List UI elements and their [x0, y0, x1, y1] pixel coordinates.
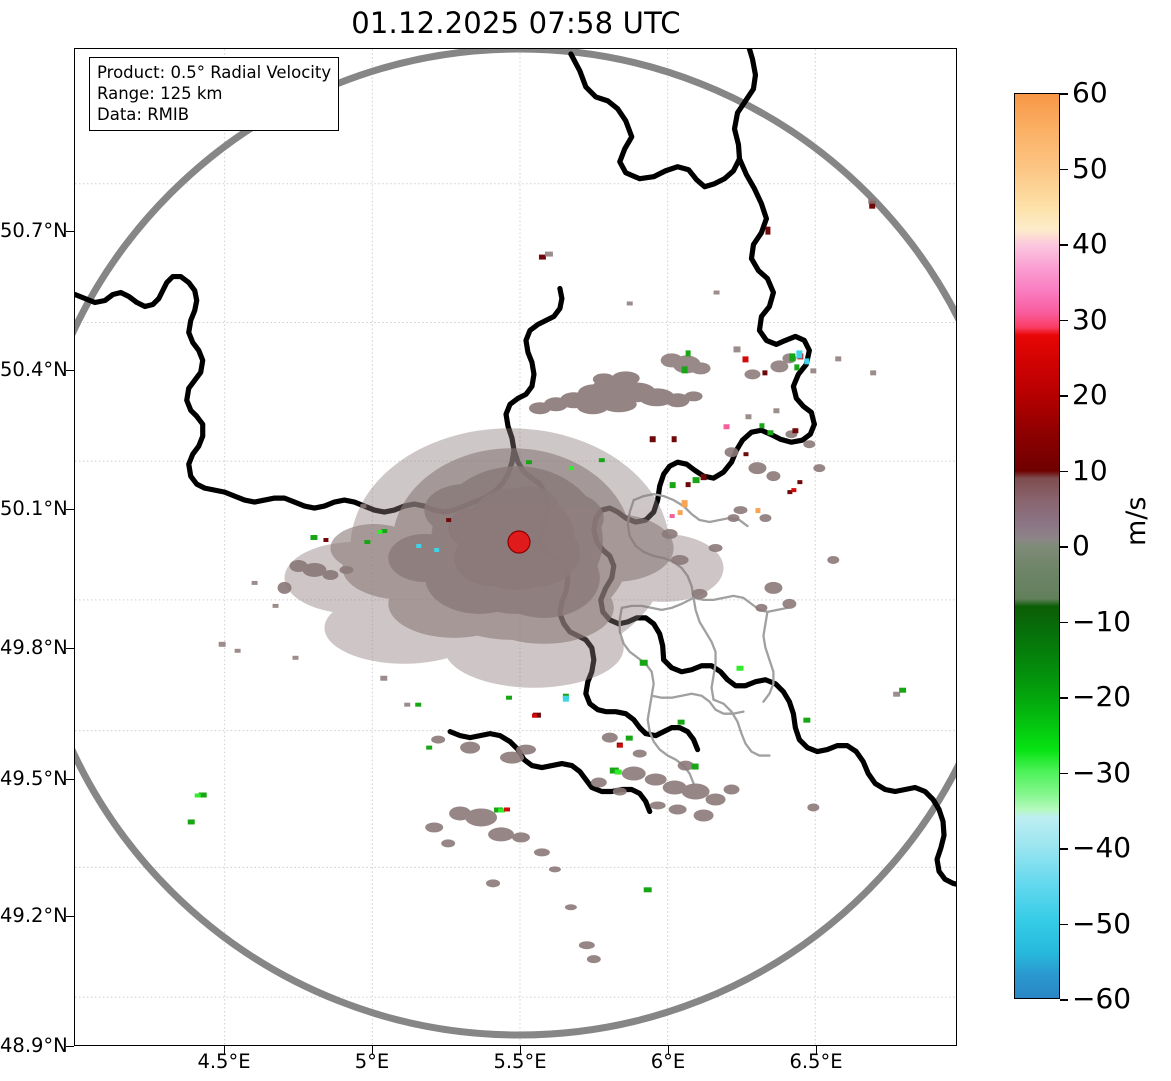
cbar-label-50: 50 — [1072, 151, 1108, 185]
xtick-mark — [372, 1046, 374, 1054]
info-range: Range: 125 km — [97, 84, 223, 103]
cbar-label-m40: −40 — [1072, 831, 1132, 864]
cbar-label-m10: −10 — [1072, 604, 1132, 638]
cbar-label-10: 10 — [1072, 453, 1108, 487]
cbar-label-40: 40 — [1072, 227, 1108, 260]
cbar-tick-mark — [1060, 244, 1068, 246]
radar-echo-layer — [187, 198, 907, 964]
ytick-label-48-9: 48.9°N — [0, 1034, 68, 1057]
cbar-tick-mark — [1060, 772, 1068, 775]
cbar-tick-mark — [1060, 923, 1068, 926]
ytick-mark — [66, 779, 74, 781]
info-data: Data: RMIB — [97, 105, 190, 124]
cbar-tick-mark — [1060, 697, 1068, 699]
xtick-label-6-5e: 6.5°E — [789, 1050, 843, 1073]
ytick-label-49-5: 49.5°N — [0, 767, 68, 790]
cbar-tick-mark — [1060, 93, 1068, 95]
xtick-label-6e: 6°E — [650, 1050, 686, 1073]
colorbar[interactable]: 60 50 40 30 20 10 0 −10 −20 −30 −40 −50 … — [1014, 79, 1131, 1013]
colorbar-gradient — [1014, 93, 1060, 999]
cbar-tick-mark — [1060, 395, 1068, 397]
info-product: Product: 0.5° Radial Velocity — [97, 63, 332, 82]
cbar-label-m50: −50 — [1072, 906, 1132, 940]
cbar-tick-mark — [1060, 546, 1068, 548]
radar-map-plot[interactable]: Product: 0.5° Radial Velocity Range: 125… — [74, 48, 957, 1046]
colorbar-axis-title: m/s — [1121, 496, 1152, 546]
cbar-label-0: 0 — [1072, 529, 1090, 562]
xtick-mark — [668, 1046, 670, 1054]
ytick-label-50-4: 50.4°N — [0, 358, 68, 381]
cbar-tick-mark — [1060, 999, 1068, 1001]
xtick-label-4-5e: 4.5°E — [197, 1050, 251, 1073]
cbar-label-20: 20 — [1072, 378, 1108, 411]
radar-site-marker — [507, 530, 531, 554]
ytick-mark — [66, 370, 74, 372]
ytick-mark — [66, 1046, 74, 1048]
cbar-label-30: 30 — [1072, 302, 1108, 336]
cbar-label-m30: −30 — [1072, 755, 1132, 789]
cbar-label-m20: −20 — [1072, 680, 1132, 713]
cbar-tick-mark — [1060, 319, 1068, 322]
cbar-tick-mark — [1060, 168, 1068, 171]
product-info-box: Product: 0.5° Radial Velocity Range: 125… — [89, 57, 340, 131]
cbar-tick-mark — [1060, 470, 1068, 473]
ytick-mark — [66, 916, 74, 918]
xtick-label-5e: 5°E — [354, 1050, 390, 1073]
ytick-mark — [66, 648, 74, 650]
xtick-mark — [816, 1046, 818, 1054]
ytick-mark — [66, 509, 74, 511]
cbar-label-60: 60 — [1072, 76, 1108, 109]
ytick-label-50-7: 50.7°N — [0, 219, 68, 242]
range-ring — [75, 49, 956, 1039]
ytick-label-50-1: 50.1°N — [0, 497, 68, 520]
cbar-tick-mark — [1060, 621, 1068, 624]
xtick-mark — [224, 1046, 226, 1054]
ytick-label-49-2: 49.2°N — [0, 904, 68, 927]
ytick-mark — [66, 231, 74, 233]
xtick-mark — [520, 1046, 522, 1054]
ytick-label-49-8: 49.8°N — [0, 636, 68, 659]
cbar-label-m60: −60 — [1072, 982, 1132, 1015]
page-title: 01.12.2025 07:58 UTC — [351, 6, 681, 40]
cbar-tick-mark — [1060, 848, 1068, 850]
xtick-label-5-5e: 5.5°E — [493, 1050, 547, 1073]
radar-map-canvas — [75, 49, 956, 1045]
